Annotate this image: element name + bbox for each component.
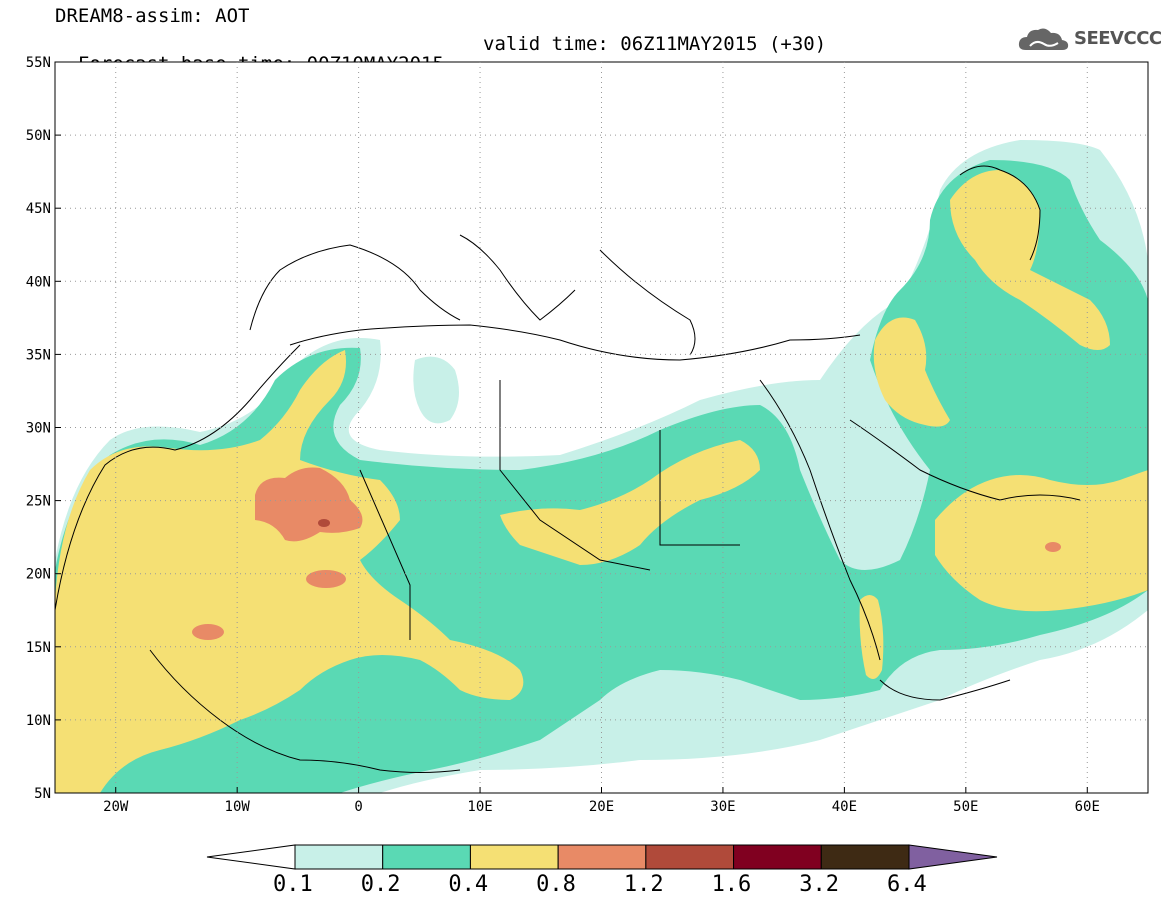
cloud-icon xyxy=(1018,28,1069,50)
lon-label: 50E xyxy=(953,799,978,815)
lon-label: 10E xyxy=(467,799,492,815)
valid-time: valid time: 06Z11MAY2015 (+30) xyxy=(483,33,827,55)
colorbar-label: 0.8 xyxy=(536,872,576,897)
colorbar-segment xyxy=(382,844,471,870)
colorbar xyxy=(206,844,998,870)
lon-label: 20W xyxy=(103,799,129,815)
logo-text: SEEVCCC xyxy=(1074,28,1162,49)
colorbar-label: 6.4 xyxy=(887,872,927,897)
aot-0.4-west-africa xyxy=(55,350,524,793)
colorbar-segment xyxy=(294,844,384,870)
lat-label: 5N xyxy=(34,786,51,802)
lon-label: 30E xyxy=(710,799,735,815)
colorbar-label: 3.2 xyxy=(799,872,840,897)
lat-label: 25N xyxy=(26,494,51,510)
graticule xyxy=(55,62,1148,793)
colorbar-segment xyxy=(820,844,910,870)
colorbar-label: 1.6 xyxy=(711,872,752,897)
lat-label: 35N xyxy=(26,347,51,363)
lon-label: 10W xyxy=(225,799,251,815)
colorbar-segment xyxy=(469,844,559,870)
lat-label: 45N xyxy=(26,201,51,217)
colorbar-min-arrow xyxy=(206,844,296,870)
colorbar-label: 1.2 xyxy=(623,872,664,897)
lat-label: 10N xyxy=(26,713,51,729)
lon-label: 0 xyxy=(354,799,362,815)
lon-label: 40E xyxy=(832,799,857,815)
coastlines xyxy=(55,165,1081,773)
colorbar-label: 0.2 xyxy=(360,872,401,897)
lat-label: 30N xyxy=(26,421,51,437)
colorbar-label: 0.4 xyxy=(448,872,489,897)
colorbar-max-arrow xyxy=(908,844,998,870)
map-title: DREAM8-assim: AOT xyxy=(55,5,250,27)
aot-0.8-senegal xyxy=(192,624,224,640)
aot-0.1-patch xyxy=(413,356,459,424)
colorbar-segment xyxy=(645,844,735,870)
colorbar-label: 0.1 xyxy=(273,872,313,897)
lat-label: 40N xyxy=(26,274,51,290)
lon-label: 60E xyxy=(1075,799,1100,815)
lat-label: 20N xyxy=(26,567,51,583)
aot-0.4-arabia xyxy=(935,470,1148,612)
seevccc-logo: SEEVCCC xyxy=(1016,24,1162,56)
lat-label: 50N xyxy=(26,128,51,144)
aot-0.8-mali xyxy=(306,570,346,588)
lat-label: 55N xyxy=(26,55,51,71)
aot-0.4-central-band xyxy=(500,440,760,565)
aot-1.2-spot xyxy=(318,519,330,527)
colorbar-segment xyxy=(733,844,822,870)
aot-0.4-mesopotamia xyxy=(873,317,950,427)
aot-0.8-sahara xyxy=(255,467,363,542)
lon-label: 20E xyxy=(589,799,614,815)
aot-0.8-oman xyxy=(1045,542,1061,552)
axis-ticks: 55N 50N 45N 40N 35N 30N 25N 20N 15N 10N 5N 20W 10W 0 1… xyxy=(26,55,1100,815)
lat-label: 15N xyxy=(26,640,51,656)
colorbar-segment xyxy=(557,844,647,870)
